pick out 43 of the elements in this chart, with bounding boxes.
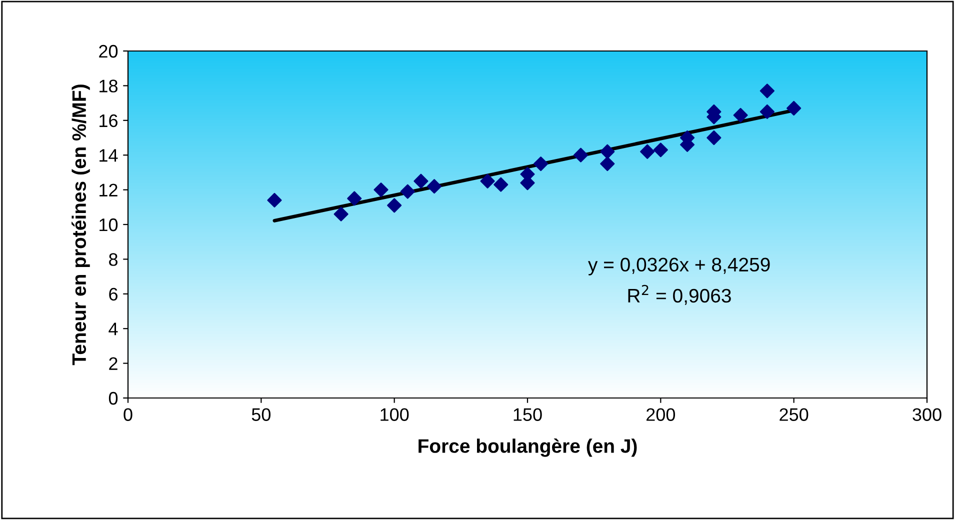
x-tick-label: 0 [124,408,132,421]
point [534,156,548,172]
x-tick-label: 100 [380,408,409,421]
point [414,174,428,188]
point [786,100,802,116]
y-tick-label: 12 [100,184,118,196]
x-tick-label: 50 [252,408,271,421]
annotation: y = 0,0326x + 8,4259 [588,258,770,276]
point [480,174,495,188]
x-tick-label: 200 [646,408,676,421]
point [760,104,774,120]
y-tick-label: 20 [99,44,118,58]
point [600,156,615,172]
y-tick-label: 10 [100,218,118,232]
x-axis-title: Force boulangère (en J) [418,438,637,457]
annotation: R$^{2}$ = 0,9063 [628,284,731,305]
y-tick-label: 2 [109,357,118,370]
y-axis-title: Teneur en protéines (en %/MF) [72,84,90,366]
x-tick-label: 250 [780,408,808,421]
x-tick-label: 150 [514,408,542,421]
point [427,179,442,194]
y-tick-label: 8 [109,253,118,266]
y-tick-label: 0 [108,392,118,405]
point [760,84,774,98]
point [347,191,362,206]
point [573,148,588,162]
point [706,130,722,146]
point [653,142,668,158]
y-tick-label: 14 [100,149,118,162]
y-tick-label: 4 [108,322,118,336]
point [733,108,748,122]
point [640,144,655,159]
y-tick-label: 6 [109,288,118,301]
point [387,198,402,213]
point [400,184,415,199]
point [374,182,388,198]
point [334,206,348,222]
x-tick-label: 300 [912,408,942,421]
point [600,144,615,159]
y-tick-label: 18 [100,80,118,92]
point [494,177,508,192]
y-tick-label: 16 [100,114,118,128]
point [267,192,282,208]
